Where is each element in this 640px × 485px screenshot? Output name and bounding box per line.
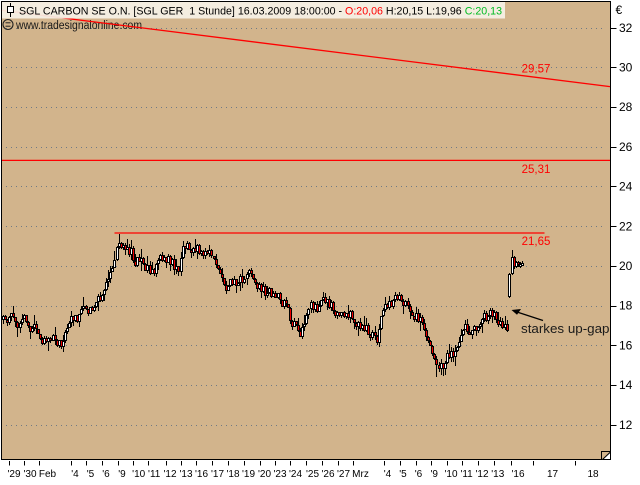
svg-text:18: 18 [587,469,599,480]
svg-text:30: 30 [619,61,633,75]
svg-text:20: 20 [619,259,633,273]
svg-text:'18: '18 [226,469,239,480]
svg-text:'29: '29 [7,469,20,480]
svg-text:SGL CARBON SE O.N. [SGL GER 1: SGL CARBON SE O.N. [SGL GER 1 Stunde] 16… [19,6,502,18]
svg-text:26: 26 [619,140,633,154]
svg-text:'9: '9 [430,469,438,480]
svg-text:16: 16 [619,338,633,352]
svg-text:29,57: 29,57 [522,64,551,76]
svg-text:'5: '5 [87,469,95,480]
svg-text:'6: '6 [415,469,423,480]
svg-text:'19: '19 [242,469,255,480]
svg-text:25,31: 25,31 [522,164,551,176]
svg-text:'9: '9 [118,469,126,480]
svg-text:'4: '4 [71,469,79,480]
svg-text:18: 18 [619,299,633,313]
svg-text:€: € [616,3,623,17]
svg-text:'10: '10 [444,469,457,480]
svg-text:28: 28 [619,100,633,114]
svg-text:'30: '30 [23,469,36,480]
svg-text:'25: '25 [306,469,319,480]
svg-text:'11: '11 [460,469,473,480]
svg-text:'13: '13 [179,469,192,480]
svg-text:Feb: Feb [39,469,57,480]
svg-text:www.tradesignalonline.com: www.tradesignalonline.com [15,20,142,32]
svg-text:21,65: 21,65 [522,236,551,248]
svg-text:Mrz: Mrz [352,469,369,480]
svg-text:'13: '13 [491,469,504,480]
svg-text:'24: '24 [289,469,302,480]
svg-text:starkes up-gap: starkes up-gap [521,321,610,336]
svg-text:'11: '11 [148,469,161,480]
svg-text:'23: '23 [273,469,286,480]
svg-text:'17: '17 [211,469,224,480]
svg-text:32: 32 [619,21,633,35]
svg-text:'20: '20 [258,469,271,480]
svg-text:'26: '26 [321,469,334,480]
svg-text:17: 17 [547,469,559,480]
svg-text:14: 14 [619,378,633,392]
svg-text:12: 12 [619,418,633,432]
svg-text:'5: '5 [399,469,407,480]
svg-text:'16: '16 [511,469,524,480]
svg-text:'4: '4 [384,469,392,480]
svg-text:'12: '12 [163,469,176,480]
svg-text:22: 22 [619,219,633,233]
svg-text:'27: '27 [337,469,350,480]
svg-text:24: 24 [619,180,633,194]
svg-text:'16: '16 [195,469,208,480]
svg-text:'12: '12 [475,469,488,480]
svg-text:'6: '6 [102,469,110,480]
svg-text:'10: '10 [132,469,145,480]
